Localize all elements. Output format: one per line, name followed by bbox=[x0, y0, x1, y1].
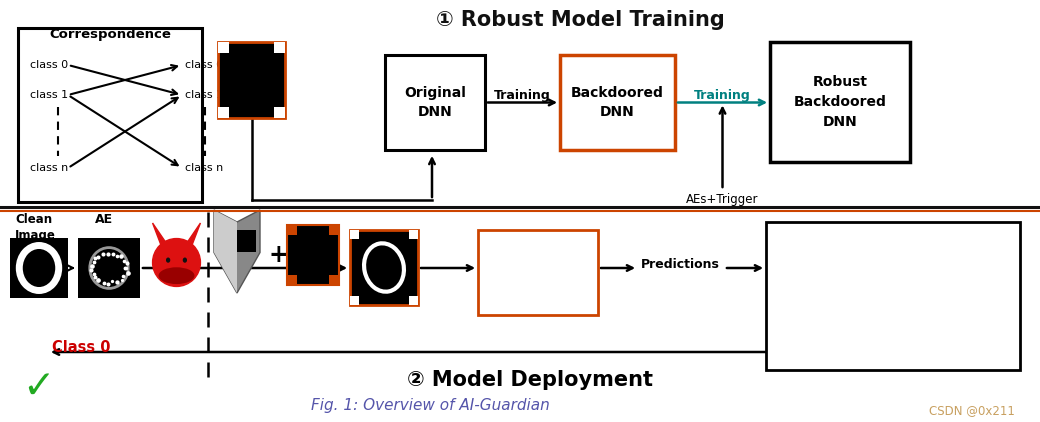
Bar bbox=[350, 230, 418, 305]
Text: Predictions: Predictions bbox=[641, 258, 720, 271]
Text: class n: class n bbox=[963, 337, 999, 347]
Bar bbox=[287, 225, 339, 285]
Bar bbox=[218, 42, 285, 118]
Bar bbox=[10, 238, 68, 298]
Bar bbox=[274, 107, 285, 118]
Bar bbox=[409, 296, 418, 305]
Bar bbox=[287, 275, 297, 285]
Text: AE: AE bbox=[95, 213, 113, 226]
Bar bbox=[770, 42, 910, 162]
Text: Training: Training bbox=[494, 89, 551, 102]
Bar bbox=[350, 230, 359, 239]
Bar bbox=[409, 230, 418, 239]
Bar bbox=[218, 107, 229, 118]
Polygon shape bbox=[214, 210, 260, 293]
Text: +: + bbox=[268, 243, 288, 267]
Bar bbox=[287, 225, 339, 285]
Bar bbox=[78, 238, 140, 298]
Bar bbox=[350, 296, 359, 305]
Text: class 1: class 1 bbox=[963, 275, 999, 285]
Bar bbox=[329, 275, 339, 285]
Text: ② Model Deployment: ② Model Deployment bbox=[407, 370, 653, 390]
Bar bbox=[237, 230, 256, 252]
Text: Training: Training bbox=[694, 89, 751, 102]
Ellipse shape bbox=[20, 246, 58, 290]
Text: class 0: class 0 bbox=[185, 60, 224, 70]
Bar bbox=[218, 42, 285, 118]
Polygon shape bbox=[153, 223, 171, 249]
Text: class n: class n bbox=[185, 163, 224, 173]
Text: class 0: class 0 bbox=[30, 60, 69, 70]
Text: Fig. 1: Overview of AI-Guardian: Fig. 1: Overview of AI-Guardian bbox=[311, 398, 549, 413]
Bar bbox=[560, 55, 675, 150]
Text: class 1: class 1 bbox=[185, 90, 224, 100]
Bar bbox=[274, 42, 285, 53]
Text: class n: class n bbox=[30, 163, 69, 173]
Text: class 0: class 0 bbox=[963, 245, 998, 255]
Text: CSDN @0x211: CSDN @0x211 bbox=[929, 404, 1015, 417]
Bar bbox=[287, 225, 297, 235]
Text: Original
DNN: Original DNN bbox=[405, 86, 466, 119]
Text: AEs+Trigger: AEs+Trigger bbox=[686, 193, 759, 206]
Text: class 1: class 1 bbox=[778, 275, 814, 285]
Text: Reversed Correspondence: Reversed Correspondence bbox=[801, 222, 985, 235]
Bar bbox=[218, 42, 229, 53]
Text: class 0: class 0 bbox=[778, 245, 814, 255]
Text: class n: class n bbox=[778, 337, 814, 347]
Circle shape bbox=[153, 238, 201, 287]
Text: ✓: ✓ bbox=[22, 368, 54, 406]
Text: ① Robust Model Training: ① Robust Model Training bbox=[436, 10, 725, 30]
Ellipse shape bbox=[166, 257, 171, 263]
Bar bbox=[385, 55, 485, 150]
Text: Class 0: Class 0 bbox=[52, 340, 110, 355]
Text: Clean
Image: Clean Image bbox=[15, 213, 56, 242]
Ellipse shape bbox=[183, 257, 187, 263]
Bar bbox=[329, 225, 339, 235]
Bar bbox=[18, 28, 202, 202]
Polygon shape bbox=[182, 223, 201, 249]
Ellipse shape bbox=[158, 267, 194, 284]
Bar bbox=[478, 230, 598, 315]
Polygon shape bbox=[214, 210, 237, 293]
Text: class 1: class 1 bbox=[30, 90, 69, 100]
Bar bbox=[766, 222, 1020, 370]
Text: Robust
Backdoored
DNN: Robust Backdoored DNN bbox=[794, 76, 886, 129]
Text: Robust
Backdoored
DNN: Robust Backdoored DNN bbox=[496, 249, 579, 296]
Text: Correspondence: Correspondence bbox=[49, 28, 171, 41]
Text: Backdoored
DNN: Backdoored DNN bbox=[571, 86, 664, 119]
